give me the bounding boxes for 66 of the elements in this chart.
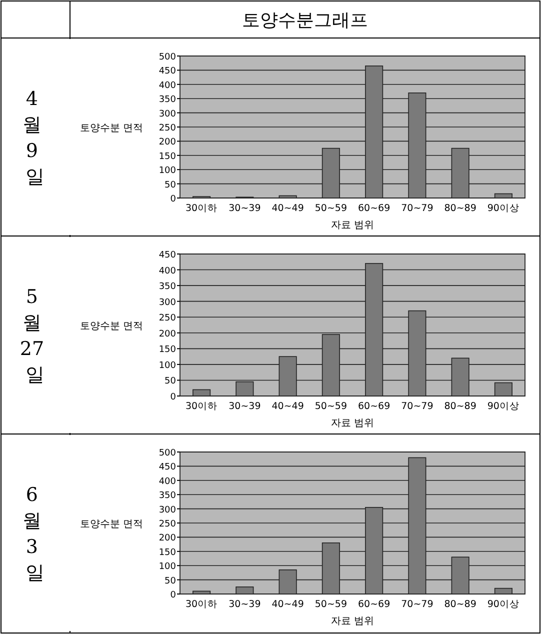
y-tick-label: 250 [158, 314, 176, 324]
y-tick-label: 150 [158, 152, 176, 162]
y-tick-label: 0 [170, 194, 176, 204]
x-tick-label: 40~49 [272, 203, 304, 214]
y-tick-label: 50 [164, 376, 176, 387]
y-tick-label: 400 [158, 266, 176, 276]
x-axis-title: 자료 범위 [330, 220, 374, 231]
y-tick-label: 150 [158, 345, 176, 356]
x-tick-label: 90이상 [487, 599, 520, 610]
y-axis-title: 토양수분 면적 [80, 519, 144, 530]
x-axis-title: 자료 범위 [330, 418, 374, 429]
x-tick-label: 30이하 [186, 599, 218, 610]
y-tick-label: 300 [158, 505, 176, 516]
y-tick-label: 450 [158, 66, 176, 77]
x-tick-label: 60~69 [358, 203, 390, 214]
x-tick-label: 30~39 [228, 599, 261, 610]
x-tick-label: 60~69 [358, 401, 390, 412]
y-tick-label: 100 [158, 166, 176, 176]
y-tick-label: 100 [158, 360, 176, 371]
y-tick-label: 300 [158, 109, 176, 120]
y-tick-label: 200 [158, 329, 176, 340]
y-axis-title: 토양수분 면적 [80, 321, 144, 332]
x-tick-label: 80~89 [444, 599, 476, 610]
x-tick-label: 60~69 [358, 599, 390, 610]
x-tick-label: 50~59 [314, 401, 348, 412]
y-tick-label: 0 [170, 392, 176, 402]
y-axis-title: 토양수분 면적 [80, 123, 144, 134]
x-tick-label: 80~89 [444, 401, 476, 412]
y-tick-label: 0 [170, 590, 176, 600]
x-tick-label: 70~79 [401, 203, 434, 214]
y-tick-label: 400 [158, 476, 176, 487]
x-tick-label: 30이하 [186, 203, 218, 214]
y-tick-label: 200 [158, 138, 176, 148]
x-tick-label: 40~49 [272, 401, 304, 412]
x-tick-label: 30이하 [186, 401, 218, 412]
y-tick-label: 450 [158, 462, 176, 473]
x-tick-label: 90이상 [487, 401, 520, 412]
y-tick-label: 500 [158, 52, 176, 62]
y-tick-label: 350 [158, 491, 176, 502]
text: 5 월 27 일 [20, 286, 50, 386]
text: 6 월 3 일 [22, 484, 48, 584]
x-tick-label: 30~39 [228, 401, 261, 412]
chart-title: 토양수분그래프 [242, 10, 368, 31]
y-tick-label: 400 [158, 80, 176, 91]
y-tick-label: 150 [158, 548, 176, 558]
x-axis-title: 자료 범위 [330, 616, 374, 627]
y-tick-label: 250 [158, 520, 176, 530]
x-tick-label: 50~59 [314, 599, 348, 610]
x-tick-label: 70~79 [401, 401, 434, 412]
y-tick-label: 100 [158, 562, 176, 572]
y-tick-label: 50 [164, 180, 176, 190]
y-tick-label: 200 [158, 534, 176, 544]
y-tick-label: 500 [158, 448, 176, 458]
x-tick-label: 40~49 [272, 599, 304, 610]
text: 4 월 9 일 [22, 88, 48, 188]
y-tick-label: 50 [164, 576, 176, 586]
x-tick-label: 50~59 [314, 203, 348, 214]
x-tick-label: 90이상 [487, 203, 520, 214]
x-tick-label: 70~79 [401, 599, 434, 610]
y-tick-label: 300 [158, 298, 176, 308]
y-tick-label: 350 [158, 282, 176, 292]
y-tick-label: 250 [158, 124, 176, 134]
x-tick-label: 30~39 [228, 203, 261, 214]
y-tick-label: 350 [158, 95, 176, 106]
x-tick-label: 80~89 [444, 203, 476, 214]
y-tick-label: 450 [158, 250, 176, 260]
